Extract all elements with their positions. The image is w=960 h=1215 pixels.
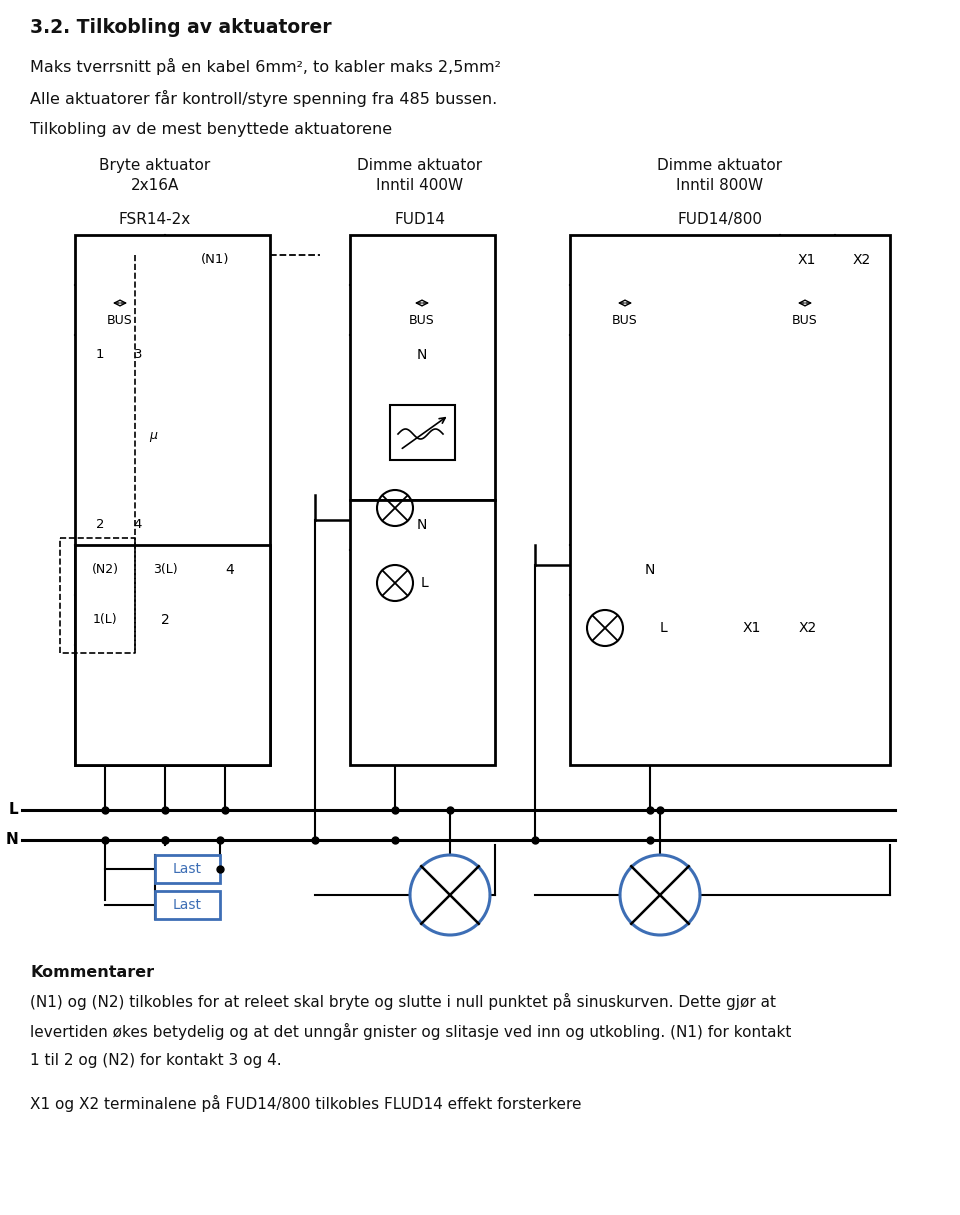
Text: Dimme aktuator: Dimme aktuator xyxy=(658,158,782,173)
Text: Alle aktuatorer får kontroll/styre spenning fra 485 bussen.: Alle aktuatorer får kontroll/styre spenn… xyxy=(30,90,497,107)
Text: BUS: BUS xyxy=(108,313,132,327)
Bar xyxy=(75,546,270,765)
Text: L: L xyxy=(660,621,668,635)
Text: X1 og X2 terminalene på FUD14/800 tilkobles FLUD14 effekt forsterkere: X1 og X2 terminalene på FUD14/800 tilkob… xyxy=(30,1095,582,1112)
Text: 2: 2 xyxy=(160,614,169,627)
Text: Bryte aktuator: Bryte aktuator xyxy=(100,158,210,173)
Text: N: N xyxy=(5,832,18,848)
Text: L: L xyxy=(421,576,429,590)
Bar xyxy=(350,501,495,765)
Bar xyxy=(75,234,270,765)
Bar xyxy=(570,234,890,765)
Text: 3: 3 xyxy=(133,349,142,362)
Text: FUD14: FUD14 xyxy=(395,211,445,227)
Text: N: N xyxy=(417,347,427,362)
Text: Dimme aktuator: Dimme aktuator xyxy=(357,158,483,173)
Text: 1 til 2 og (N2) for kontakt 3 og 4.: 1 til 2 og (N2) for kontakt 3 og 4. xyxy=(30,1053,281,1068)
Text: (N1): (N1) xyxy=(201,254,229,266)
Text: (N1) og (N2) tilkobles for at releet skal bryte og slutte i null punktet på sinu: (N1) og (N2) tilkobles for at releet ska… xyxy=(30,993,776,1010)
Text: 3(L): 3(L) xyxy=(153,564,178,576)
Text: 2x16A: 2x16A xyxy=(131,179,180,193)
Text: μ: μ xyxy=(149,429,157,441)
Text: 4: 4 xyxy=(133,519,142,531)
Text: X1: X1 xyxy=(743,621,761,635)
Text: BUS: BUS xyxy=(409,313,435,327)
Text: 3.2. Tilkobling av aktuatorer: 3.2. Tilkobling av aktuatorer xyxy=(30,18,331,36)
Text: levertiden økes betydelig og at det unngår gnister og slitasje ved inn og utkobl: levertiden økes betydelig og at det unng… xyxy=(30,1023,791,1040)
Bar xyxy=(155,855,220,883)
Bar xyxy=(390,405,455,460)
Text: X2: X2 xyxy=(852,253,871,267)
Text: 4: 4 xyxy=(226,563,234,577)
Text: (N2): (N2) xyxy=(91,564,118,576)
Text: FSR14-2x: FSR14-2x xyxy=(119,211,191,227)
Text: N: N xyxy=(417,518,427,532)
Text: FUD14/800: FUD14/800 xyxy=(678,211,762,227)
Text: N: N xyxy=(645,563,655,577)
Text: L: L xyxy=(421,501,429,515)
Bar xyxy=(155,891,220,919)
Text: BUS: BUS xyxy=(792,313,818,327)
Text: Inntil 800W: Inntil 800W xyxy=(677,179,763,193)
Text: BUS: BUS xyxy=(612,313,637,327)
Text: X2: X2 xyxy=(799,621,817,635)
Text: L: L xyxy=(9,802,18,818)
Text: Inntil 400W: Inntil 400W xyxy=(376,179,464,193)
Text: Last: Last xyxy=(173,861,202,876)
Text: 1: 1 xyxy=(96,349,105,362)
Text: Tilkobling av de mest benyttede aktuatorene: Tilkobling av de mest benyttede aktuator… xyxy=(30,122,392,137)
Text: 2: 2 xyxy=(96,519,105,531)
Text: 1(L): 1(L) xyxy=(93,614,117,627)
Text: X1: X1 xyxy=(798,253,816,267)
Text: Maks tverrsnitt på en kabel 6mm², to kabler maks 2,5mm²: Maks tverrsnitt på en kabel 6mm², to kab… xyxy=(30,58,501,75)
Text: Last: Last xyxy=(173,898,202,912)
Bar xyxy=(350,234,495,501)
Text: Kommentarer: Kommentarer xyxy=(30,965,155,981)
